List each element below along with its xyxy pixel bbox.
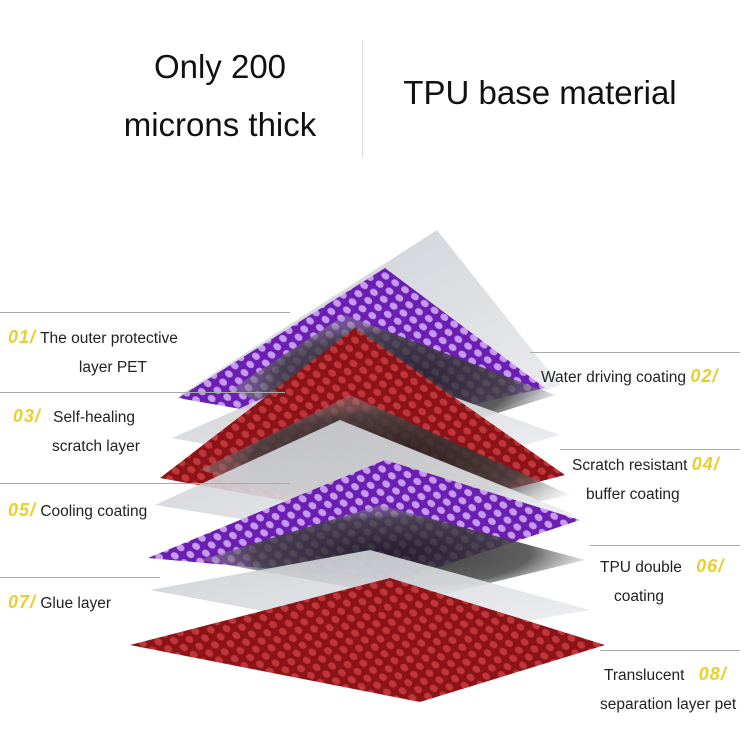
label-04: Scratch resistant 04/ buffer coating — [572, 450, 720, 509]
leader-line-02 — [530, 352, 740, 353]
label-text: Water driving coating — [541, 369, 687, 386]
leader-line-08 — [600, 650, 740, 651]
leader-line-07 — [0, 577, 160, 578]
label-number: 07/ — [8, 592, 37, 612]
label-text-2: coating — [614, 588, 664, 605]
label-07: 07/ Glue layer — [8, 588, 111, 618]
label-01: 01/ The outer protective layer PET — [8, 323, 178, 382]
label-text: The outer protective — [40, 330, 178, 347]
thickness-title-line2: microns thick — [123, 106, 317, 143]
label-text-2: layer PET — [78, 359, 147, 376]
label-02: Water driving coating 02/ — [541, 362, 718, 392]
leader-line-06 — [590, 545, 740, 546]
label-number: 06/ — [696, 556, 725, 576]
label-06: TPU double 06/ coating — [600, 552, 724, 611]
label-08: Translucent 08/ separation layer pet — [600, 660, 736, 719]
label-05: 05/ Cooling coating — [8, 496, 147, 526]
label-number: 02/ — [690, 366, 719, 386]
label-number: 01/ — [8, 327, 37, 347]
leader-line-04 — [560, 449, 740, 450]
header-divider — [362, 40, 363, 158]
label-text: Cooling coating — [40, 503, 148, 520]
layer-red-2 — [130, 578, 605, 702]
label-number: 05/ — [8, 500, 37, 520]
thickness-title-line1: Only 200 — [153, 48, 287, 85]
label-text-2: buffer coating — [586, 486, 680, 503]
leader-line-01 — [0, 312, 290, 313]
label-text: TPU double — [600, 559, 682, 576]
leader-line-03 — [0, 392, 285, 393]
label-number: 08/ — [698, 664, 727, 684]
label-text-2: scratch layer — [52, 438, 140, 455]
label-03: 03/ Self-healing scratch layer — [8, 402, 140, 461]
thickness-title: Only 200 microns thick — [100, 38, 340, 154]
leader-line-05 — [0, 483, 290, 484]
label-text: Scratch resistant — [572, 457, 688, 474]
material-title: TPU base material — [403, 74, 677, 111]
label-text: Self-healing — [53, 409, 136, 426]
label-text: Translucent — [604, 667, 685, 684]
label-text: Glue layer — [40, 595, 111, 612]
label-text-2: separation layer pet — [600, 696, 737, 713]
label-number: 04/ — [691, 454, 720, 474]
label-number: 03/ — [12, 406, 41, 426]
